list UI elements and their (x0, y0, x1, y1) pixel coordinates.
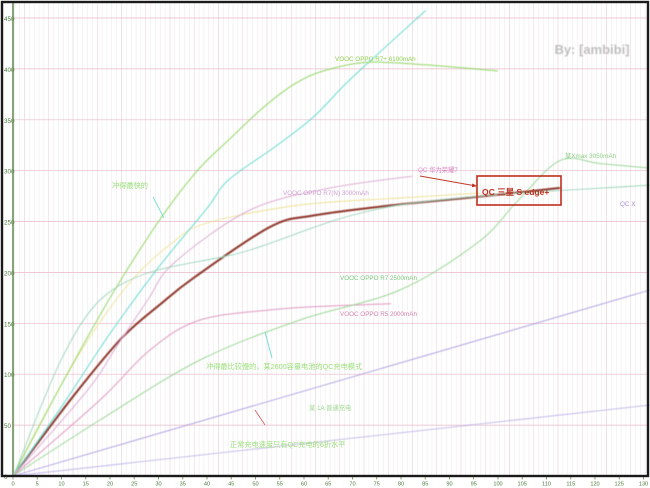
svg-text:50: 50 (252, 482, 258, 488)
svg-text:95: 95 (471, 482, 477, 488)
svg-text:60: 60 (301, 482, 307, 488)
svg-text:10: 10 (58, 482, 64, 488)
svg-text:30: 30 (155, 482, 161, 488)
svg-text:VOOC OPPO R7+ 6100mAh: VOOC OPPO R7+ 6100mAh (335, 56, 416, 63)
svg-text:65: 65 (325, 482, 331, 488)
svg-text:25: 25 (131, 482, 137, 488)
svg-text:冲得最比较慢的，某2600容量电池的QC充电模式: 冲得最比较慢的，某2600容量电池的QC充电模式 (206, 362, 362, 371)
svg-text:45: 45 (228, 482, 234, 488)
svg-text:100: 100 (493, 482, 502, 488)
svg-text:130: 130 (639, 482, 648, 488)
svg-text:0: 0 (11, 482, 14, 488)
svg-text:80: 80 (398, 482, 404, 488)
svg-text:冲得最快的: 冲得最快的 (112, 181, 148, 190)
svg-text:20: 20 (107, 482, 113, 488)
svg-text:VOOC OPPO R7(N) 3000mAh: VOOC OPPO R7(N) 3000mAh (283, 190, 369, 197)
svg-text:某 1A 普通充电: 某 1A 普通充电 (309, 403, 352, 412)
svg-text:115: 115 (566, 482, 575, 488)
svg-text:By: [ambibi]: By: [ambibi] (554, 42, 629, 57)
svg-text:35: 35 (180, 482, 186, 488)
svg-text:75: 75 (374, 482, 380, 488)
svg-text:55: 55 (277, 482, 283, 488)
svg-text:50: 50 (4, 423, 12, 430)
svg-text:120: 120 (590, 482, 599, 488)
svg-text:85: 85 (422, 482, 428, 488)
svg-text:正常充电速度只有QC充电的6折水平: 正常充电速度只有QC充电的6折水平 (230, 440, 345, 449)
svg-text:QC X: QC X (620, 201, 636, 208)
svg-text:QC 华为荣耀7: QC 华为荣耀7 (418, 165, 458, 174)
svg-text:110: 110 (542, 482, 551, 488)
svg-text:70: 70 (349, 482, 355, 488)
svg-text:40: 40 (204, 482, 210, 488)
svg-text:某Xmax 3050mAh: 某Xmax 3050mAh (565, 152, 617, 160)
svg-text:QC 三星 S edge+: QC 三星 S edge+ (482, 187, 549, 197)
svg-text:5: 5 (36, 482, 39, 488)
svg-text:105: 105 (518, 482, 527, 488)
svg-text:125: 125 (615, 482, 624, 488)
svg-text:15: 15 (83, 482, 89, 488)
svg-text:VOOC OPPO R7 2500mAh: VOOC OPPO R7 2500mAh (340, 275, 417, 282)
svg-text:90: 90 (446, 482, 452, 488)
svg-text:VOOC OPPO R5 2000mAh: VOOC OPPO R5 2000mAh (340, 311, 417, 318)
